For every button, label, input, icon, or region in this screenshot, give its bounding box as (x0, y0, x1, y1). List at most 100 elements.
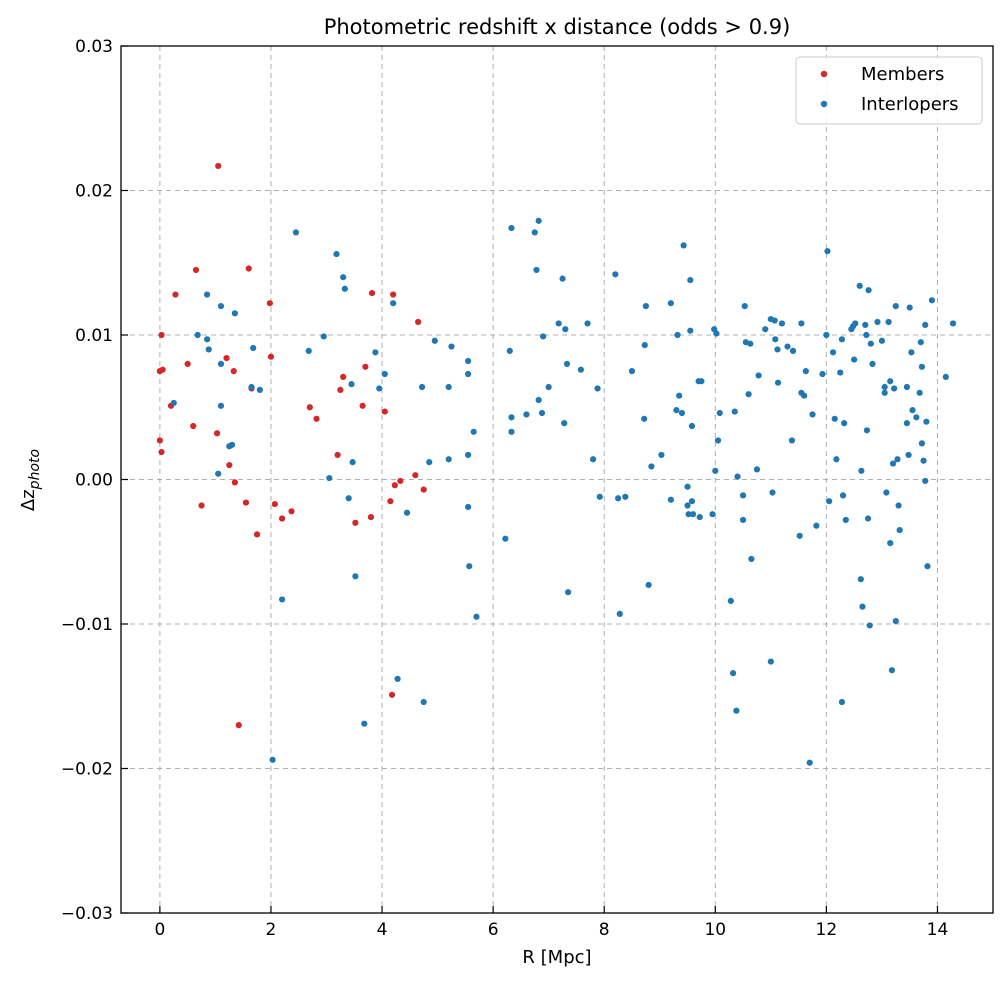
interloper-point (535, 396, 542, 404)
y-tick-label: 0.02 (75, 182, 113, 202)
y-axis-label-main: Δz (18, 489, 39, 511)
interloper-point (917, 339, 924, 346)
interloper-point (906, 304, 913, 311)
interloper-point (865, 287, 872, 294)
interloper-point (796, 532, 803, 539)
interloper-point (278, 596, 286, 603)
interloper-point (170, 399, 177, 407)
interloper-point (590, 456, 597, 463)
interloper-point (802, 368, 809, 375)
interloper-point (349, 459, 356, 466)
axis-ticks: 0 2 4 6 8 10 12 14 −0.03 −0.02 −0.01 0.00 0.01 0.02 0.… (61, 37, 948, 940)
interloper-point (887, 378, 894, 385)
interloper-point (688, 498, 696, 505)
member-point (278, 515, 286, 522)
interloper-point (949, 320, 957, 327)
member-point (387, 498, 394, 505)
interloper-point (857, 576, 864, 583)
interloper-point (341, 285, 348, 292)
interloper-point (688, 422, 696, 430)
interloper-point (612, 271, 619, 278)
interloper-point (731, 408, 738, 415)
member-point (158, 448, 165, 456)
interloper-point (753, 466, 761, 473)
y-tick-label: 0.01 (75, 326, 113, 346)
interloper-point (922, 477, 929, 485)
interloper-point (866, 622, 873, 629)
interloper-point (867, 340, 874, 347)
interloper-point (473, 613, 480, 620)
interloper-point (684, 502, 691, 509)
interloper-point (819, 370, 826, 378)
interloper-point (372, 349, 379, 356)
interloper-point (733, 707, 740, 714)
interloper-point (920, 457, 927, 464)
interloper-point (684, 483, 691, 490)
interloper-point (852, 320, 859, 327)
interloper-point (584, 320, 591, 327)
interloper-point (813, 522, 820, 529)
interloper-point (889, 460, 897, 467)
interloper-point (874, 318, 881, 326)
interloper-point (508, 224, 515, 232)
interloper-point (426, 459, 433, 466)
interloper-point (734, 473, 741, 480)
interloper-point (745, 391, 752, 398)
interloper-point (418, 383, 426, 391)
interloper-point (727, 597, 734, 604)
interloper-point (667, 496, 674, 503)
interloper-point (340, 274, 347, 281)
legend-label-members: Members (861, 64, 944, 85)
member-point (245, 265, 252, 272)
member-point (412, 472, 419, 479)
interloper-point (203, 291, 211, 298)
legend-marker-members (820, 70, 828, 78)
interloper-point (217, 303, 225, 310)
interloper-point (320, 333, 327, 340)
x-tick-label: 4 (377, 920, 388, 940)
member-point (267, 353, 275, 360)
interloper-point (918, 440, 926, 447)
interloper-point (594, 385, 601, 392)
interloper-point (774, 379, 782, 386)
interloper-point (470, 428, 477, 435)
member-point (334, 451, 341, 459)
interloper-point (394, 675, 401, 683)
interloper-point (565, 589, 572, 596)
interloper-point (445, 456, 452, 463)
interloper-point (896, 526, 903, 534)
legend-box (795, 56, 983, 125)
interloper-point (881, 389, 888, 396)
interloper-point (561, 420, 568, 427)
interloper-point (390, 300, 397, 307)
interloper-point (616, 610, 623, 617)
interloper-point (465, 370, 472, 378)
interloper-point (883, 489, 890, 496)
member-point (230, 368, 237, 375)
y-axis-label: Δzphoto (18, 449, 43, 511)
x-tick-label: 6 (488, 920, 499, 940)
interloper-point (523, 411, 530, 418)
interloper-point (881, 383, 888, 391)
interloper-point (676, 392, 683, 399)
interloper-point (248, 383, 255, 391)
interloper-point (381, 370, 388, 378)
interloper-point (842, 516, 849, 524)
member-point (397, 477, 404, 485)
member-point (337, 386, 344, 394)
interloper-point (256, 386, 263, 394)
interloper-point (545, 383, 552, 391)
x-tick-label: 0 (154, 920, 165, 940)
interloper-point (806, 759, 813, 766)
interloper-point (596, 493, 603, 500)
interloper-point (217, 360, 225, 367)
interloper-point (667, 300, 674, 307)
interloper-point (687, 276, 694, 284)
y-tick-label: −0.02 (61, 760, 113, 780)
interloper-point (829, 349, 837, 356)
interloper-point (352, 573, 359, 580)
interloper-point (885, 318, 892, 326)
interloper-point (887, 539, 894, 547)
